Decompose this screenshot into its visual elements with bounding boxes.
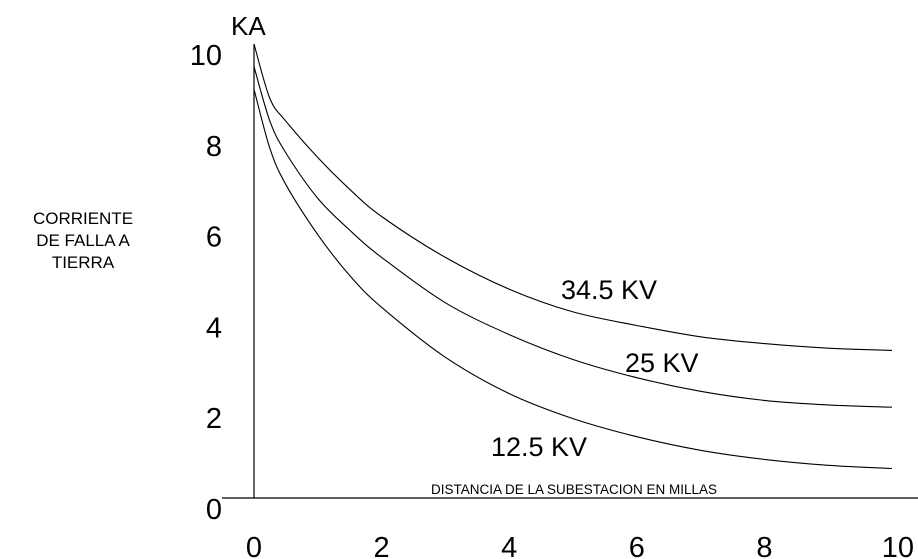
series-curves xyxy=(253,43,893,470)
y-tick-label: 2 xyxy=(206,403,222,435)
y-tick-label: 0 xyxy=(206,494,222,526)
series-line-1 xyxy=(253,66,893,408)
series-line-2 xyxy=(253,89,893,470)
y-axis-label-line-3: TIERRA xyxy=(52,253,115,272)
x-tick-label: 10 xyxy=(882,532,914,559)
series-line-0 xyxy=(253,43,893,351)
y-tick-labels: 0 2 4 6 8 10 xyxy=(190,40,222,526)
y-tick-label: 4 xyxy=(206,312,222,344)
y-axis-label-line-2: DE FALLA A xyxy=(36,231,130,250)
y-axis-label-line-1: CORRIENTE xyxy=(33,209,133,228)
x-tick-label: 0 xyxy=(246,532,262,559)
y-tick-label: 8 xyxy=(206,131,222,163)
x-tick-label: 6 xyxy=(629,532,645,559)
x-tick-label: 8 xyxy=(756,532,772,559)
series-label-25-kv: 25 KV xyxy=(625,348,699,378)
y-tick-label: 10 xyxy=(190,40,222,72)
x-tick-label: 2 xyxy=(374,532,390,559)
x-tick-labels: 0 2 4 6 8 10 xyxy=(246,532,914,559)
y-unit-label: KA xyxy=(231,11,266,41)
y-tick-label: 6 xyxy=(206,222,222,254)
x-tick-label: 4 xyxy=(501,532,517,559)
series-label-34-5-kv: 34.5 KV xyxy=(561,275,657,305)
series-label-12-5-kv: 12.5 KV xyxy=(491,432,587,462)
x-axis-label: DISTANCIA DE LA SUBESTACION EN MILLAS xyxy=(431,482,717,497)
